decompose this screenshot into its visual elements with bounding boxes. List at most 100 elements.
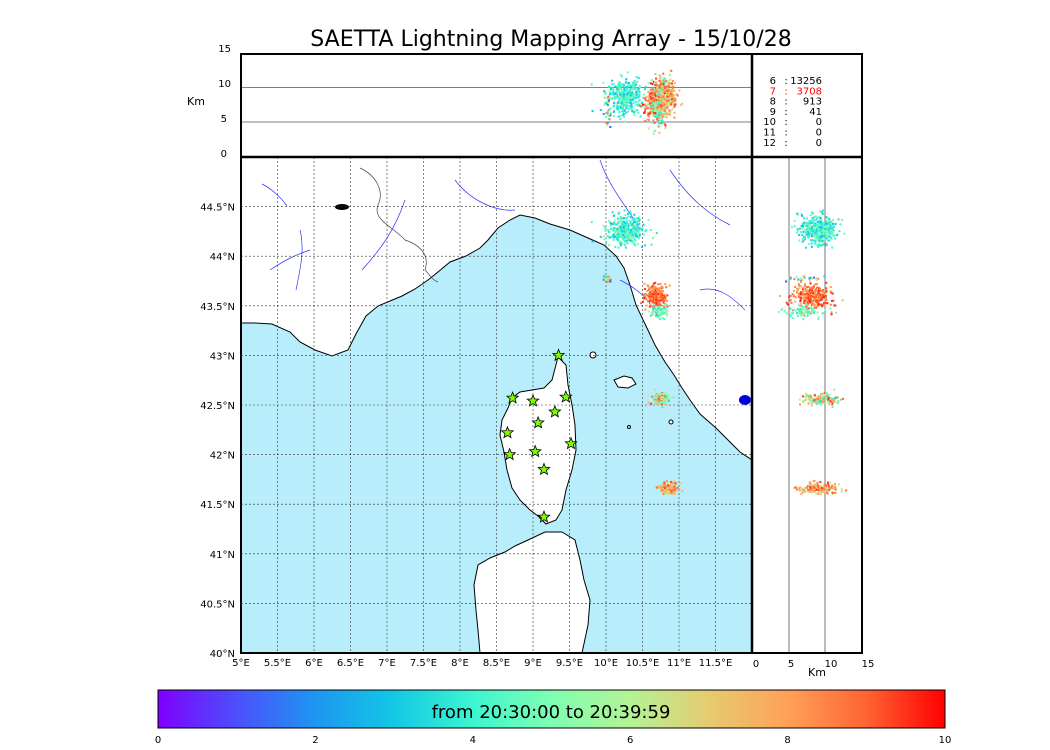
source-point-side: [800, 279, 803, 282]
source-point-side: [803, 293, 806, 296]
source-point-altitude: [657, 96, 660, 99]
source-point: [657, 296, 660, 299]
source-point-side: [814, 306, 817, 309]
source-point-side: [824, 489, 827, 492]
latitude-tick-label: 40°N: [210, 649, 235, 660]
source-point-side: [812, 287, 815, 290]
source-point-side: [825, 290, 828, 293]
source-point-side: [795, 487, 798, 490]
source-point-side: [801, 214, 804, 217]
source-point-side: [832, 228, 835, 231]
source-point-side: [826, 492, 829, 495]
source-point-side: [819, 223, 822, 226]
source-point: [658, 305, 661, 308]
source-point-side: [827, 231, 830, 234]
source-point-altitude: [664, 96, 667, 99]
source-point-side: [794, 296, 797, 299]
source-point-side: [801, 224, 804, 227]
source-point-side: [831, 491, 834, 494]
source-point-side: [825, 281, 828, 284]
source-point-side: [799, 295, 802, 298]
source-point-side: [816, 305, 819, 308]
station-count-separator: :: [784, 117, 787, 128]
source-point-side: [826, 220, 829, 223]
source-point-side: [822, 489, 825, 492]
source-point-altitude: [604, 91, 607, 94]
source-point-altitude: [664, 79, 667, 82]
source-point-altitude: [620, 104, 623, 107]
source-point-side: [825, 237, 828, 240]
source-point-side: [823, 391, 826, 394]
source-point-altitude: [668, 79, 671, 82]
source-point-side: [821, 241, 824, 244]
source-point-side: [801, 237, 804, 240]
source-point-side: [809, 295, 812, 298]
colorbar-tick-label: 6: [627, 735, 633, 746]
source-point-altitude: [662, 101, 665, 104]
source-point-side: [810, 219, 813, 222]
source-point-side: [799, 312, 802, 315]
source-point: [659, 396, 662, 399]
source-point-side: [820, 218, 823, 221]
source-point: [625, 234, 628, 237]
source-point-altitude: [652, 132, 655, 135]
source-point: [667, 484, 670, 487]
source-point: [644, 230, 647, 233]
rivers: [261, 159, 746, 321]
source-point-altitude: [660, 105, 663, 108]
source-point-altitude: [663, 77, 666, 80]
source-point-altitude: [665, 106, 668, 109]
source-point-side: [815, 230, 818, 233]
source-point-side: [809, 484, 812, 487]
source-point: [623, 223, 626, 226]
source-point-side: [825, 223, 828, 226]
station-star-icon: [500, 425, 515, 439]
source-point-altitude: [653, 112, 656, 115]
source-point-side: [799, 308, 802, 311]
source-point-altitude: [617, 108, 620, 111]
source-point: [678, 487, 681, 490]
source-point: [637, 216, 640, 219]
source-point: [658, 301, 661, 304]
source-point-altitude: [648, 98, 651, 101]
station-count-value: 913: [803, 97, 822, 108]
source-point: [663, 490, 666, 493]
source-point: [669, 490, 672, 493]
source-point-altitude: [626, 104, 629, 107]
source-point-altitude: [607, 99, 610, 102]
source-point-altitude: [623, 120, 626, 123]
source-point-side: [796, 228, 799, 231]
source-point-side: [811, 219, 814, 222]
source-point: [630, 230, 633, 233]
source-point: [652, 301, 655, 304]
source-point-altitude: [655, 117, 658, 120]
source-point-altitude: [666, 97, 669, 100]
source-point-side: [834, 400, 837, 403]
source-point: [624, 225, 627, 228]
source-point-side: [795, 275, 798, 278]
source-point-side: [817, 294, 820, 297]
source-point-altitude: [614, 91, 617, 94]
source-point-side: [818, 238, 821, 241]
source-point: [662, 397, 665, 400]
source-point-side: [803, 315, 806, 318]
source-point-side: [826, 488, 829, 491]
source-point-side: [829, 487, 832, 490]
source-point-side: [810, 291, 813, 294]
source-point-altitude: [633, 79, 636, 82]
station-count-stations: 10: [763, 117, 776, 128]
source-point-altitude: [612, 87, 615, 90]
side-tick-10: 10: [825, 659, 838, 670]
source-point-altitude: [673, 103, 676, 106]
source-point-side: [829, 231, 832, 234]
source-point-side: [800, 314, 803, 317]
source-point-side: [817, 318, 820, 321]
source-point-altitude: [635, 90, 638, 93]
giglio: [668, 419, 674, 425]
source-point-altitude: [626, 71, 629, 74]
source-point-side: [794, 300, 797, 303]
source-point: [655, 302, 658, 305]
source-point: [637, 231, 640, 234]
source-point: [612, 235, 615, 238]
source-point-side: [803, 229, 806, 232]
